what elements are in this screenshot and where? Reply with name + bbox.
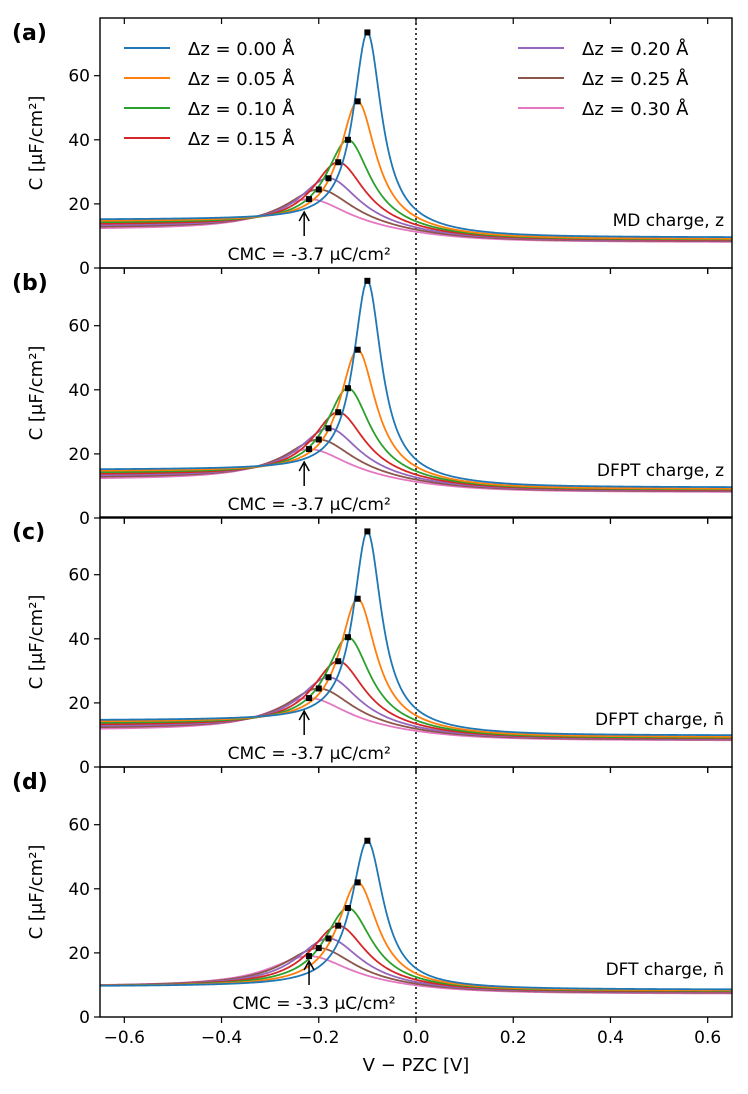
series-group xyxy=(100,279,732,493)
cmc-arrow-head xyxy=(298,709,310,721)
legend-entry: Δz = 0.30 Å xyxy=(582,98,689,120)
peak-marker-3 xyxy=(335,922,342,929)
cmc-label: CMC = -3.7 μC/cm² xyxy=(228,495,391,515)
y-axis-label: C [μF/cm²] xyxy=(26,346,47,441)
series-line-1 xyxy=(100,348,732,490)
panel-tag: (d) xyxy=(12,770,48,795)
x-tick-label: −0.6 xyxy=(104,1028,145,1048)
charge-method-label: DFT charge, n̄ xyxy=(606,960,724,980)
legend-entry: Δz = 0.00 Å xyxy=(188,38,295,60)
y-tick-label: 20 xyxy=(68,445,90,465)
y-tick-label: 40 xyxy=(68,630,90,650)
y-tick-label: 20 xyxy=(68,694,90,714)
series-line-0 xyxy=(100,31,732,238)
panel-tag: (a) xyxy=(12,21,47,46)
peak-marker-1 xyxy=(354,595,361,602)
legend-entry: Δz = 0.05 Å xyxy=(188,68,295,90)
peak-marker-2 xyxy=(344,136,351,143)
panel-d: 0 20 40 60 −0.6 −0.4 −0.2 0.0 0.2 0.4 0.6 (d) C [μF/… xyxy=(12,766,733,1076)
series-group xyxy=(100,530,732,742)
y-tick-label: 60 xyxy=(68,67,90,87)
peak-marker-6 xyxy=(306,446,313,453)
peak-marker-3 xyxy=(335,409,342,416)
y-tick-label: 40 xyxy=(68,381,90,401)
panel-c: 0 20 40 60 (c) C [μF/cm²] DFPT charge, n̄ CMC =… xyxy=(12,516,733,778)
y-tick-label: 40 xyxy=(68,131,90,151)
peak-marker-3 xyxy=(335,658,342,665)
peak-marker-6 xyxy=(306,695,313,702)
series-line-0 xyxy=(100,530,732,737)
y-tick-label: 60 xyxy=(68,317,90,337)
x-tick-label: 0.4 xyxy=(597,1028,624,1048)
x-tick-label: −0.4 xyxy=(201,1028,242,1048)
charge-method-label: MD charge, z xyxy=(613,211,724,231)
x-tick-label: 0.0 xyxy=(402,1028,429,1048)
y-axis-label: C [μF/cm²] xyxy=(26,845,47,940)
legend: Δz = 0.00 Å Δz = 0.05 Å Δz = 0.10 Å Δz = 0.… xyxy=(124,38,689,150)
y-axis-label: C [μF/cm²] xyxy=(26,96,47,191)
y-tick-label: 60 xyxy=(68,816,90,836)
peak-marker-5 xyxy=(315,685,322,692)
peak-marker-2 xyxy=(344,634,351,641)
x-tick-label: 0.6 xyxy=(694,1028,721,1048)
peak-marker-1 xyxy=(354,879,361,886)
y-tick-label: 20 xyxy=(68,195,90,215)
cmc-label: CMC = -3.7 μC/cm² xyxy=(228,744,391,764)
peak-marker-2 xyxy=(344,385,351,392)
y-tick-label: 40 xyxy=(68,880,90,900)
peak-marker-3 xyxy=(335,159,342,166)
cmc-label: CMC = -3.7 μC/cm² xyxy=(228,245,391,265)
y-tick-label: 60 xyxy=(68,566,90,586)
series-group xyxy=(100,839,732,995)
cmc-label: CMC = -3.3 μC/cm² xyxy=(232,994,395,1014)
peak-marker-1 xyxy=(354,98,361,105)
series-line-1 xyxy=(100,100,732,240)
peak-marker-1 xyxy=(354,346,361,353)
y-axis-label: C [μF/cm²] xyxy=(26,595,47,690)
charge-method-label: DFPT charge, z xyxy=(597,461,724,481)
series-group xyxy=(100,31,732,243)
legend-entry: Δz = 0.15 Å xyxy=(188,128,295,150)
peak-marker-6 xyxy=(306,196,313,203)
peak-marker-6 xyxy=(306,953,313,960)
peak-marker-0 xyxy=(364,277,371,284)
charge-method-label: DFPT charge, n̄ xyxy=(595,710,724,730)
series-line-2 xyxy=(100,636,732,739)
peak-marker-0 xyxy=(364,528,371,535)
peak-marker-4 xyxy=(325,425,332,432)
peak-marker-4 xyxy=(325,175,332,182)
peak-marker-0 xyxy=(364,29,371,36)
legend-entry: Δz = 0.10 Å xyxy=(188,98,295,120)
y-tick-label: 0 xyxy=(79,1008,90,1028)
x-axis-label: V − PZC [V] xyxy=(363,1055,470,1076)
series-line-0 xyxy=(100,839,732,991)
cmc-arrow-head xyxy=(303,959,315,971)
panel-tag: (b) xyxy=(12,271,48,296)
peak-marker-0 xyxy=(364,837,371,844)
cmc-arrow-head xyxy=(298,460,310,472)
y-tick-label: 0 xyxy=(79,509,90,529)
x-tick-label: 0.2 xyxy=(500,1028,527,1048)
peak-marker-4 xyxy=(325,935,332,942)
x-tick-label: −0.2 xyxy=(298,1028,339,1048)
panel-b: 0 20 40 60 (b) C [μF/cm²] DFPT charge, z CMC = … xyxy=(12,267,733,529)
peak-marker-2 xyxy=(344,905,351,912)
peak-marker-4 xyxy=(325,674,332,681)
peak-marker-5 xyxy=(315,945,322,952)
peak-marker-5 xyxy=(315,186,322,193)
panel-tag: (c) xyxy=(12,520,45,545)
series-line-1 xyxy=(100,597,732,738)
y-tick-label: 20 xyxy=(68,944,90,964)
peak-marker-5 xyxy=(315,436,322,443)
series-line-0 xyxy=(100,279,732,488)
legend-entry: Δz = 0.25 Å xyxy=(582,68,689,90)
cmc-arrow-head xyxy=(298,210,310,222)
y-tick-label: 0 xyxy=(79,758,90,778)
legend-entry: Δz = 0.20 Å xyxy=(582,38,689,60)
y-tick-label: 0 xyxy=(79,259,90,279)
